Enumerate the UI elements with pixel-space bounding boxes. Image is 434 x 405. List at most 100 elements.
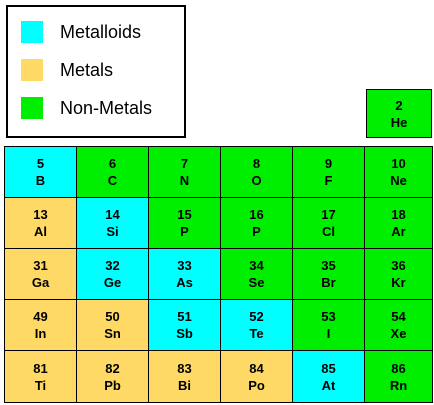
atomic-number: 9: [324, 156, 333, 171]
legend-label: Metalloids: [60, 22, 142, 42]
atomic-number: 31: [33, 258, 48, 273]
element-cell: 35 Br: [292, 248, 365, 300]
element-cell: 53 I: [292, 299, 365, 351]
atomic-number: 83: [177, 360, 192, 376]
legend: [6, 5, 186, 138]
element-symbol: Br: [321, 275, 336, 290]
element-symbol: Si: [106, 224, 119, 239]
atomic-number: 34: [249, 258, 264, 273]
atomic-number: 54: [391, 309, 406, 324]
element-cell: 81 Ti: [4, 350, 77, 403]
element-cell: 51 Sb: [148, 299, 221, 351]
atomic-number: 18: [391, 207, 406, 222]
atomic-number: 51: [177, 309, 192, 324]
element-cell: 10 Ne: [364, 146, 433, 198]
legend-swatch: [21, 21, 43, 43]
element-cell: 49 In: [4, 299, 77, 351]
element-symbol: Rn: [389, 377, 408, 393]
atomic-number: 82: [105, 360, 120, 376]
element-symbol: B: [35, 173, 46, 188]
element-symbol: Ar: [391, 224, 406, 239]
element-cell: 17 Cl: [292, 197, 365, 249]
element-cell: 18 Ar: [364, 197, 433, 249]
element-symbol: Ge: [103, 275, 122, 290]
element-symbol: F: [324, 173, 333, 188]
element-symbol: Te: [249, 326, 264, 341]
element-cell: 36 Kr: [364, 248, 433, 300]
element-cell: 33 As: [148, 248, 221, 300]
element-cell: 82 Pb: [76, 350, 149, 403]
atomic-number: 16: [249, 207, 264, 222]
atomic-number: 6: [108, 156, 117, 171]
atomic-number: 10: [391, 156, 406, 171]
element-symbol: Po: [248, 377, 265, 393]
atomic-number: 35: [321, 258, 336, 273]
atomic-number: 52: [249, 309, 264, 324]
element-cell: 2 He: [366, 89, 432, 138]
atomic-number: 15: [177, 207, 192, 222]
element-symbol: N: [179, 173, 190, 188]
element-cell: 52 Te: [220, 299, 293, 351]
element-symbol: In: [34, 326, 47, 341]
element-symbol: Al: [34, 224, 47, 239]
element-symbol: Se: [248, 275, 265, 290]
atomic-number: 36: [391, 258, 406, 273]
element-symbol: Xe: [390, 326, 407, 341]
element-symbol: Ga: [31, 275, 50, 290]
element-symbol: Kr: [391, 275, 406, 290]
element-symbol: Bi: [178, 377, 191, 393]
atomic-number: 50: [105, 309, 120, 324]
atomic-number: 49: [33, 309, 48, 324]
legend-swatch: [21, 59, 43, 81]
element-cell: 34 Se: [220, 248, 293, 300]
element-cell: 13 Al: [4, 197, 77, 249]
atomic-number: 14: [105, 207, 120, 222]
element-cell: 31 Ga: [4, 248, 77, 300]
element-cell: 16 P: [220, 197, 293, 249]
legend-label: Non-Metals: [60, 98, 153, 118]
element-cell: 83 Bi: [148, 350, 221, 403]
atomic-number: 5: [36, 156, 45, 171]
element-symbol: O: [251, 173, 262, 188]
atomic-number: 85: [321, 360, 336, 376]
element-symbol: Ne: [390, 173, 407, 188]
element-symbol: As: [176, 275, 193, 290]
element-symbol: Ti: [34, 377, 47, 393]
atomic-number: 33: [177, 258, 192, 273]
element-symbol: He: [390, 114, 408, 130]
element-cell: 84 Po: [220, 350, 293, 403]
atomic-number: 13: [33, 207, 48, 222]
element-cell: 85 At: [292, 350, 365, 403]
element-symbol: C: [107, 173, 118, 188]
element-symbol: Cl: [322, 224, 335, 239]
atomic-number: 2: [395, 97, 403, 113]
legend-label: Metals: [60, 60, 114, 80]
element-cell: 32 Ge: [76, 248, 149, 300]
atomic-number: 8: [252, 156, 261, 171]
atomic-number: 86: [391, 360, 406, 376]
element-symbol: At: [321, 377, 336, 393]
element-cell: 50 Sn: [76, 299, 149, 351]
atomic-number: 32: [105, 258, 120, 273]
element-cell: 15 P: [148, 197, 221, 249]
element-symbol: Pb: [104, 377, 121, 393]
element-cell: 54 Xe: [364, 299, 433, 351]
atomic-number: 53: [321, 309, 336, 324]
element-symbol: I: [326, 326, 331, 341]
element-symbol: Sn: [104, 326, 121, 341]
element-symbol: P: [252, 224, 261, 239]
atomic-number: 7: [180, 156, 189, 171]
element-symbol: Sb: [176, 326, 193, 341]
legend-swatch: [21, 97, 43, 119]
atomic-number: 17: [321, 207, 336, 222]
element-cell: 14 Si: [76, 197, 149, 249]
element-symbol: P: [180, 224, 189, 239]
element-cell: 86 Rn: [364, 350, 433, 403]
atomic-number: 84: [249, 360, 264, 376]
